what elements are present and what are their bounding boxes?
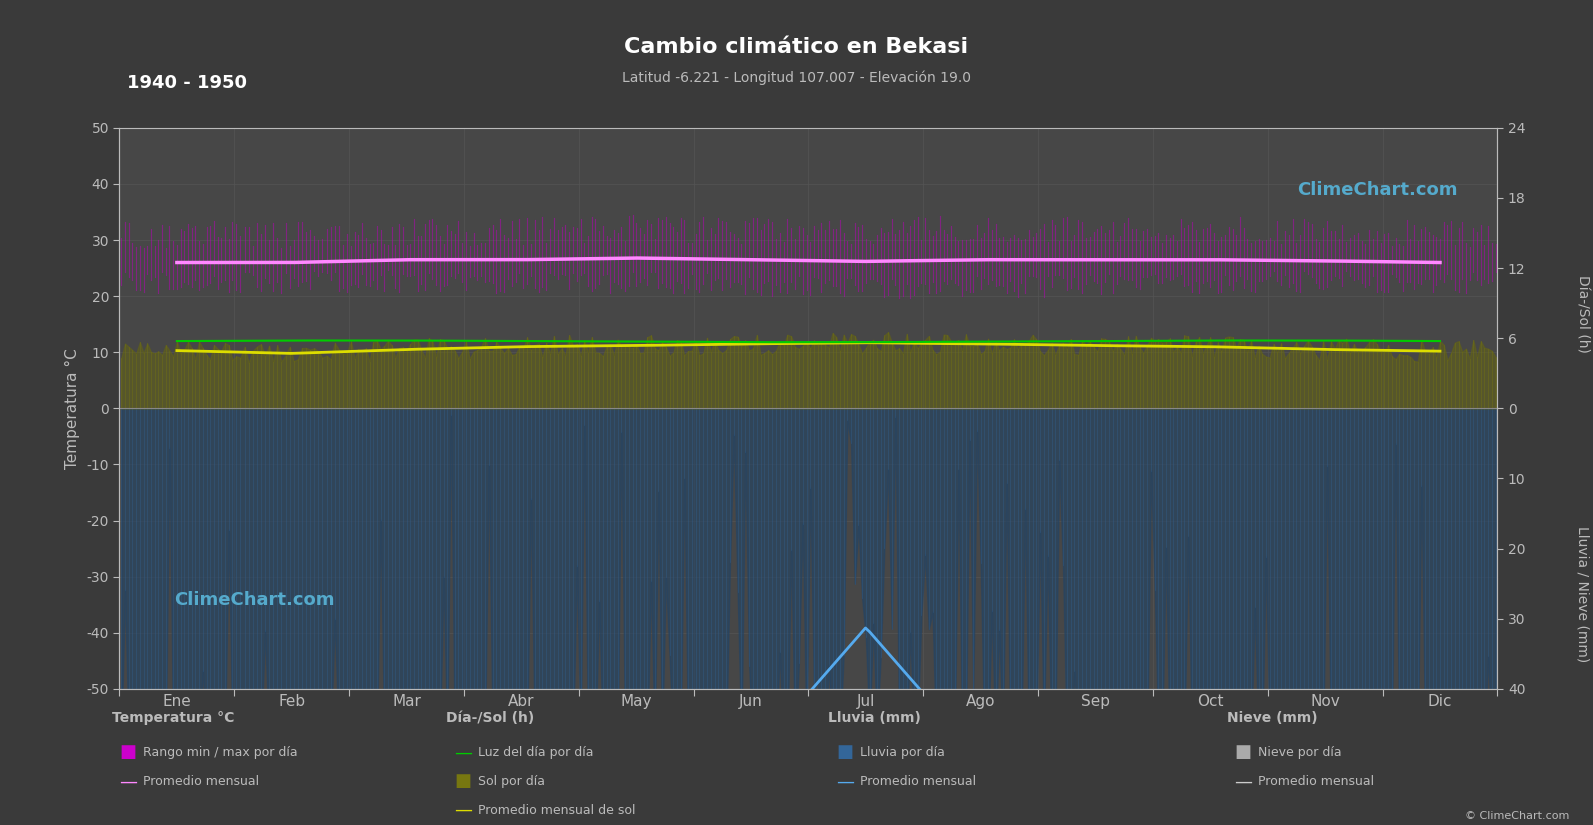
Text: Lluvia / Nieve (mm): Lluvia / Nieve (mm) [1575,526,1590,662]
Text: Latitud -6.221 - Longitud 107.007 - Elevación 19.0: Latitud -6.221 - Longitud 107.007 - Elev… [621,70,972,85]
Text: Promedio mensual: Promedio mensual [860,775,977,788]
Text: Rango min / max por día: Rango min / max por día [143,746,298,759]
Text: ■: ■ [836,743,854,761]
Text: Sol por día: Sol por día [478,775,545,788]
Text: Temperatura °C: Temperatura °C [112,711,234,725]
Text: © ClimeChart.com: © ClimeChart.com [1464,811,1569,821]
Text: Lluvia por día: Lluvia por día [860,746,945,759]
Text: ClimeChart.com: ClimeChart.com [1298,182,1458,199]
Text: Promedio mensual: Promedio mensual [1258,775,1375,788]
Text: —: — [836,772,854,790]
Text: Día-/Sol (h): Día-/Sol (h) [446,711,534,725]
Text: Nieve por día: Nieve por día [1258,746,1341,759]
Text: Lluvia (mm): Lluvia (mm) [828,711,921,725]
Text: Promedio mensual: Promedio mensual [143,775,260,788]
Text: 1940 - 1950: 1940 - 1950 [127,74,247,92]
Text: —: — [454,743,472,761]
Text: —: — [454,801,472,819]
Text: Nieve (mm): Nieve (mm) [1227,711,1317,725]
Text: ■: ■ [1235,743,1252,761]
Text: Cambio climático en Bekasi: Cambio climático en Bekasi [624,37,969,57]
Text: Luz del día por día: Luz del día por día [478,746,594,759]
Y-axis label: Temperatura °C: Temperatura °C [65,348,80,469]
Text: —: — [1235,772,1252,790]
Text: Promedio mensual de sol: Promedio mensual de sol [478,804,636,817]
Text: ClimeChart.com: ClimeChart.com [175,591,335,609]
Text: ■: ■ [119,743,137,761]
Text: Día-/Sol (h): Día-/Sol (h) [1575,275,1590,352]
Text: —: — [119,772,137,790]
Text: ■: ■ [454,772,472,790]
